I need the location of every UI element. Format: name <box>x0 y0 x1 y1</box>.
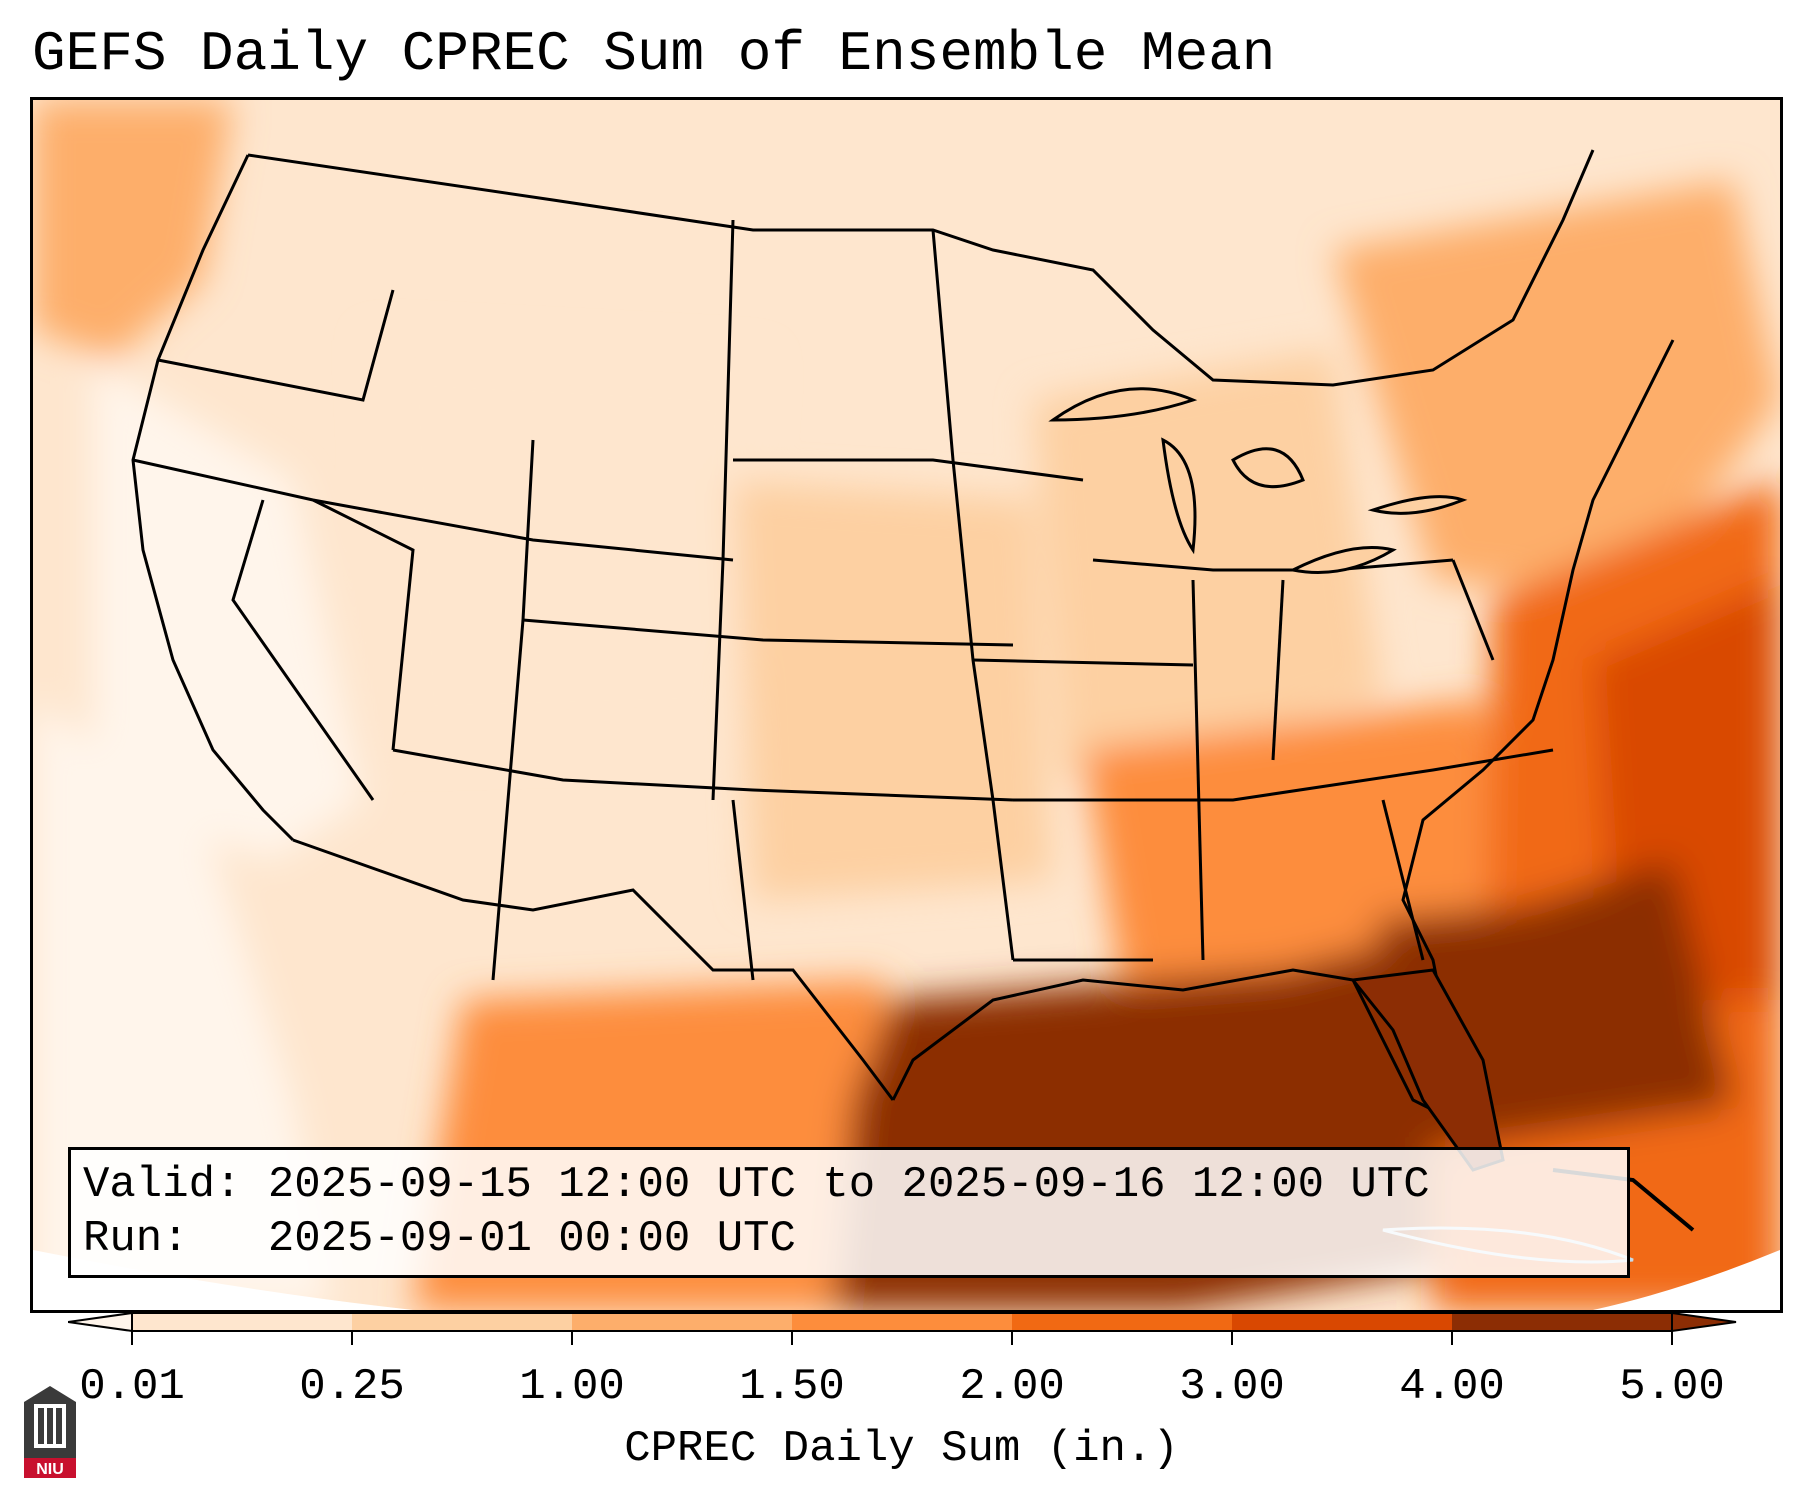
precipitation-map <box>30 97 1783 1313</box>
colorbar <box>68 1311 1737 1345</box>
colorbar-label: CPREC Daily Sum (in.) <box>624 1424 1179 1474</box>
colorbar-tick-label: 2.00 <box>959 1362 1065 1412</box>
run-label: Run: <box>83 1214 189 1264</box>
valid-value: 2025-09-15 12:00 UTC to 2025-09-16 12:00… <box>267 1160 1430 1210</box>
niu-building-icon: NIU <box>24 1386 76 1478</box>
colorbar-tick-label: 4.00 <box>1399 1362 1505 1412</box>
colorbar-tick-label: 0.01 <box>79 1362 185 1412</box>
logo-text: NIU <box>36 1461 64 1478</box>
run-row: Run: 2025-09-01 00:00 UTC <box>83 1212 1627 1266</box>
map-canvas <box>33 100 1780 1310</box>
colorbar-segment <box>1232 1313 1452 1331</box>
colorbar-segment <box>132 1313 352 1331</box>
colorbar-outline <box>131 1312 1673 1332</box>
great-lakes <box>1048 387 1468 574</box>
colorbar-extend-high <box>1671 1311 1737 1333</box>
colorbar-segment <box>572 1313 792 1331</box>
colorbar-segment <box>792 1313 1012 1331</box>
colorbar-tick-label: 0.25 <box>299 1362 405 1412</box>
projection-edge-left <box>33 1250 413 1310</box>
colorbar-segment <box>352 1313 572 1331</box>
colorbar-tick-label: 1.00 <box>519 1362 625 1412</box>
colorbar-segment <box>1452 1313 1672 1331</box>
colorbar-segment <box>1012 1313 1232 1331</box>
colorbar-extend-low <box>68 1311 133 1333</box>
colorbar-tick-label: 5.00 <box>1619 1362 1725 1412</box>
valid-label: Valid: <box>83 1160 242 1210</box>
projection-edge-right <box>1593 1250 1780 1310</box>
colorbar-tick-label: 3.00 <box>1179 1362 1285 1412</box>
valid-run-info-box: Valid: 2025-09-15 12:00 UTC to 2025-09-1… <box>68 1147 1630 1278</box>
run-value: 2025-09-01 00:00 UTC <box>267 1214 796 1264</box>
valid-row: Valid: 2025-09-15 12:00 UTC to 2025-09-1… <box>83 1158 1627 1212</box>
map-title: GEFS Daily CPREC Sum of Ensemble Mean <box>32 22 1276 86</box>
colorbar-tick-label: 1.50 <box>739 1362 845 1412</box>
